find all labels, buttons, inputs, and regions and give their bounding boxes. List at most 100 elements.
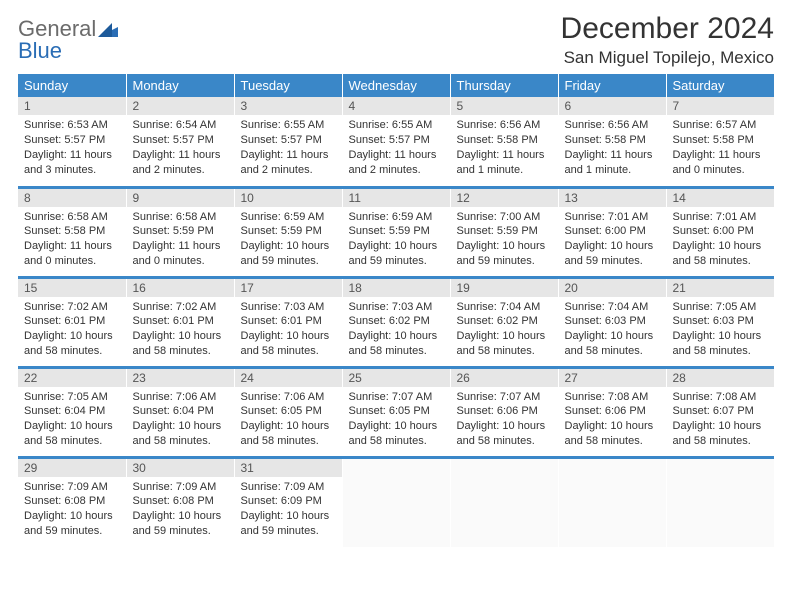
day-number: 12: [451, 189, 558, 207]
calendar-day-cell: 9Sunrise: 6:58 AMSunset: 5:59 PMDaylight…: [126, 187, 234, 277]
weekday-header: Saturday: [666, 74, 774, 97]
day-details: Sunrise: 7:05 AMSunset: 6:04 PMDaylight:…: [18, 387, 126, 453]
calendar-day-cell: 28Sunrise: 7:08 AMSunset: 6:07 PMDayligh…: [666, 367, 774, 457]
calendar-week-row: 22Sunrise: 7:05 AMSunset: 6:04 PMDayligh…: [18, 367, 774, 457]
calendar-day-cell: 8Sunrise: 6:58 AMSunset: 5:58 PMDaylight…: [18, 187, 126, 277]
day-number: 1: [18, 97, 126, 115]
day-details: Sunrise: 7:09 AMSunset: 6:08 PMDaylight:…: [127, 477, 234, 543]
weekday-header: Wednesday: [342, 74, 450, 97]
day-number: 8: [18, 189, 126, 207]
day-details: Sunrise: 7:00 AMSunset: 5:59 PMDaylight:…: [451, 207, 558, 273]
calendar-week-row: 15Sunrise: 7:02 AMSunset: 6:01 PMDayligh…: [18, 277, 774, 367]
calendar-day-cell: 3Sunrise: 6:55 AMSunset: 5:57 PMDaylight…: [234, 97, 342, 187]
day-number: 10: [235, 189, 342, 207]
calendar-day-cell: 4Sunrise: 6:55 AMSunset: 5:57 PMDaylight…: [342, 97, 450, 187]
calendar-day-cell: 26Sunrise: 7:07 AMSunset: 6:06 PMDayligh…: [450, 367, 558, 457]
day-number: 27: [559, 369, 666, 387]
day-number: 7: [667, 97, 775, 115]
day-number: 3: [235, 97, 342, 115]
calendar-page: General Blue December 2024 San Miguel To…: [0, 0, 792, 557]
day-details: Sunrise: 6:53 AMSunset: 5:57 PMDaylight:…: [18, 115, 126, 181]
calendar-week-row: 29Sunrise: 7:09 AMSunset: 6:08 PMDayligh…: [18, 457, 774, 547]
calendar-day-cell: 15Sunrise: 7:02 AMSunset: 6:01 PMDayligh…: [18, 277, 126, 367]
calendar-day-cell: 6Sunrise: 6:56 AMSunset: 5:58 PMDaylight…: [558, 97, 666, 187]
weekday-header: Tuesday: [234, 74, 342, 97]
calendar-day-cell: 23Sunrise: 7:06 AMSunset: 6:04 PMDayligh…: [126, 367, 234, 457]
calendar-day-cell: 16Sunrise: 7:02 AMSunset: 6:01 PMDayligh…: [126, 277, 234, 367]
day-number: 20: [559, 279, 666, 297]
calendar-week-row: 1Sunrise: 6:53 AMSunset: 5:57 PMDaylight…: [18, 97, 774, 187]
day-details: Sunrise: 7:03 AMSunset: 6:02 PMDaylight:…: [343, 297, 450, 363]
calendar-day-cell: ..: [342, 457, 450, 547]
day-details: Sunrise: 6:54 AMSunset: 5:57 PMDaylight:…: [127, 115, 234, 181]
day-number: 26: [451, 369, 558, 387]
calendar-table: Sunday Monday Tuesday Wednesday Thursday…: [18, 74, 774, 547]
day-details: Sunrise: 6:55 AMSunset: 5:57 PMDaylight:…: [235, 115, 342, 181]
day-number: 4: [343, 97, 450, 115]
day-details: Sunrise: 6:57 AMSunset: 5:58 PMDaylight:…: [667, 115, 775, 181]
calendar-day-cell: 11Sunrise: 6:59 AMSunset: 5:59 PMDayligh…: [342, 187, 450, 277]
day-number: 24: [235, 369, 342, 387]
day-number: 29: [18, 459, 126, 477]
day-details: Sunrise: 7:08 AMSunset: 6:07 PMDaylight:…: [667, 387, 775, 453]
calendar-day-cell: 10Sunrise: 6:59 AMSunset: 5:59 PMDayligh…: [234, 187, 342, 277]
calendar-day-cell: 25Sunrise: 7:07 AMSunset: 6:05 PMDayligh…: [342, 367, 450, 457]
brand-text: General Blue: [18, 18, 118, 62]
day-details: Sunrise: 6:59 AMSunset: 5:59 PMDaylight:…: [235, 207, 342, 273]
day-details: Sunrise: 6:56 AMSunset: 5:58 PMDaylight:…: [451, 115, 558, 181]
weekday-header: Monday: [126, 74, 234, 97]
weekday-header-row: Sunday Monday Tuesday Wednesday Thursday…: [18, 74, 774, 97]
brand-word-2: Blue: [18, 38, 62, 63]
day-details: Sunrise: 7:02 AMSunset: 6:01 PMDaylight:…: [127, 297, 234, 363]
day-number: 31: [235, 459, 342, 477]
day-number: 2: [127, 97, 234, 115]
day-number: 30: [127, 459, 234, 477]
day-details: Sunrise: 7:02 AMSunset: 6:01 PMDaylight:…: [18, 297, 126, 363]
day-details: Sunrise: 7:06 AMSunset: 6:04 PMDaylight:…: [127, 387, 234, 453]
calendar-day-cell: 13Sunrise: 7:01 AMSunset: 6:00 PMDayligh…: [558, 187, 666, 277]
calendar-day-cell: 14Sunrise: 7:01 AMSunset: 6:00 PMDayligh…: [666, 187, 774, 277]
calendar-day-cell: 30Sunrise: 7:09 AMSunset: 6:08 PMDayligh…: [126, 457, 234, 547]
day-details: Sunrise: 6:58 AMSunset: 5:58 PMDaylight:…: [18, 207, 126, 273]
calendar-day-cell: 12Sunrise: 7:00 AMSunset: 5:59 PMDayligh…: [450, 187, 558, 277]
weekday-header: Thursday: [450, 74, 558, 97]
day-details: Sunrise: 7:03 AMSunset: 6:01 PMDaylight:…: [235, 297, 342, 363]
month-title: December 2024: [561, 12, 774, 46]
calendar-week-row: 8Sunrise: 6:58 AMSunset: 5:58 PMDaylight…: [18, 187, 774, 277]
day-number: 22: [18, 369, 126, 387]
day-number: 15: [18, 279, 126, 297]
calendar-day-cell: 22Sunrise: 7:05 AMSunset: 6:04 PMDayligh…: [18, 367, 126, 457]
day-number: 13: [559, 189, 666, 207]
title-block: December 2024 San Miguel Topilejo, Mexic…: [561, 12, 774, 68]
day-details: Sunrise: 7:05 AMSunset: 6:03 PMDaylight:…: [667, 297, 775, 363]
calendar-day-cell: ..: [450, 457, 558, 547]
day-number: 17: [235, 279, 342, 297]
calendar-day-cell: 1Sunrise: 6:53 AMSunset: 5:57 PMDaylight…: [18, 97, 126, 187]
day-number: 28: [667, 369, 775, 387]
brand-mark-icon: [98, 23, 118, 37]
calendar-day-cell: 2Sunrise: 6:54 AMSunset: 5:57 PMDaylight…: [126, 97, 234, 187]
day-number: 14: [667, 189, 775, 207]
day-details: Sunrise: 7:06 AMSunset: 6:05 PMDaylight:…: [235, 387, 342, 453]
day-number: 21: [667, 279, 775, 297]
day-details: Sunrise: 6:56 AMSunset: 5:58 PMDaylight:…: [559, 115, 666, 181]
brand-logo: General Blue: [18, 12, 118, 62]
day-number: 6: [559, 97, 666, 115]
day-details: Sunrise: 7:09 AMSunset: 6:08 PMDaylight:…: [18, 477, 126, 543]
day-details: Sunrise: 7:01 AMSunset: 6:00 PMDaylight:…: [559, 207, 666, 273]
day-details: Sunrise: 7:07 AMSunset: 6:06 PMDaylight:…: [451, 387, 558, 453]
calendar-day-cell: 31Sunrise: 7:09 AMSunset: 6:09 PMDayligh…: [234, 457, 342, 547]
day-details: Sunrise: 7:04 AMSunset: 6:02 PMDaylight:…: [451, 297, 558, 363]
day-details: Sunrise: 7:08 AMSunset: 6:06 PMDaylight:…: [559, 387, 666, 453]
calendar-day-cell: 7Sunrise: 6:57 AMSunset: 5:58 PMDaylight…: [666, 97, 774, 187]
day-number: 25: [343, 369, 450, 387]
calendar-day-cell: 19Sunrise: 7:04 AMSunset: 6:02 PMDayligh…: [450, 277, 558, 367]
day-number: 11: [343, 189, 450, 207]
calendar-day-cell: 20Sunrise: 7:04 AMSunset: 6:03 PMDayligh…: [558, 277, 666, 367]
calendar-day-cell: 17Sunrise: 7:03 AMSunset: 6:01 PMDayligh…: [234, 277, 342, 367]
calendar-day-cell: ..: [558, 457, 666, 547]
day-number: 16: [127, 279, 234, 297]
calendar-day-cell: 18Sunrise: 7:03 AMSunset: 6:02 PMDayligh…: [342, 277, 450, 367]
calendar-day-cell: 24Sunrise: 7:06 AMSunset: 6:05 PMDayligh…: [234, 367, 342, 457]
weekday-header: Friday: [558, 74, 666, 97]
